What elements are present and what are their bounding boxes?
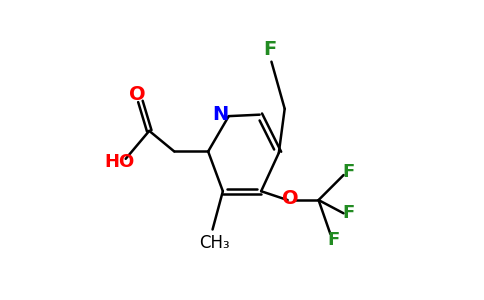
Text: O: O <box>282 189 299 208</box>
Text: F: F <box>343 163 355 181</box>
Text: HO: HO <box>104 153 135 171</box>
Text: F: F <box>263 40 276 59</box>
Text: N: N <box>212 105 228 124</box>
Text: O: O <box>129 85 145 104</box>
Text: F: F <box>343 204 355 222</box>
Text: CH₃: CH₃ <box>199 234 229 252</box>
Text: F: F <box>327 231 339 249</box>
